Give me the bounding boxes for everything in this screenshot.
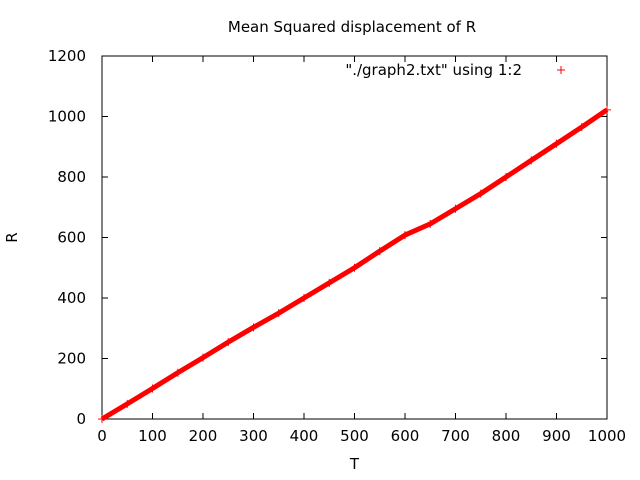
chart-title: Mean Squared displacement of R [228,18,476,36]
axis-ticks: 0 100 200 300 400 500 600 700 800 900 1000 0 200 400 6… [48,47,626,445]
x-tick-label: 100 [138,427,167,445]
data-point [325,278,334,287]
y-tick-label: 1000 [48,108,86,126]
data-point [199,353,207,362]
data-series [98,105,611,423]
data-point [350,263,359,272]
data-point [375,247,384,256]
data-point [426,219,435,228]
x-axis-label: T [349,455,360,473]
x-tick-label: 800 [492,427,521,445]
data-point [401,231,409,240]
y-tick-label: 400 [57,289,86,307]
x-tick-label: 700 [441,427,470,445]
data-point [502,173,510,181]
data-point [577,123,586,132]
y-tick-label: 200 [57,350,86,368]
data-point [173,368,182,377]
y-axis-label: R [3,232,21,242]
legend-label: "./graph2.txt" using 1:2 [345,61,522,79]
data-point [249,323,258,332]
x-tick-label: 0 [97,427,107,445]
data-point [274,309,283,318]
legend: "./graph2.txt" using 1:2 [345,61,565,79]
x-tick-label: 200 [189,427,218,445]
plot-frame [101,55,608,420]
data-point [552,139,561,148]
x-tick-label: 300 [239,427,268,445]
x-tick-label: 500 [340,427,369,445]
data-point [224,338,233,347]
data-point [123,399,132,408]
data-point [98,415,106,423]
data-point [300,294,308,302]
data-point [476,189,485,198]
x-tick-label: 600 [391,427,420,445]
y-tick-label: 600 [57,229,86,247]
legend-marker [557,66,565,74]
x-tick-label: 1000 [588,427,626,445]
x-tick-label: 900 [542,427,571,445]
data-point [451,204,460,213]
data-point [148,384,157,393]
y-tick-label: 0 [76,410,86,428]
legend-marker-plus [557,66,565,74]
y-tick-label: 1200 [48,47,86,65]
data-point [527,156,536,165]
x-tick-label: 400 [290,427,319,445]
data-point [603,105,611,114]
y-tick-label: 800 [57,168,86,186]
